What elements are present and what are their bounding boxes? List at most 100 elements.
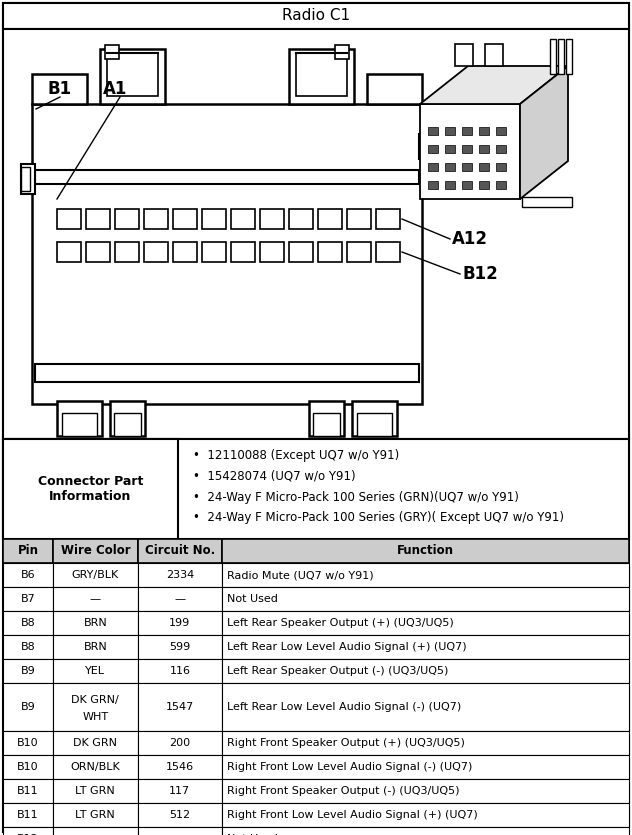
Bar	[522, 197, 572, 207]
Bar	[222, 683, 629, 731]
Text: Connector Part
Information: Connector Part Information	[38, 475, 143, 503]
Bar	[420, 104, 520, 199]
Bar	[138, 827, 222, 835]
Bar	[231, 209, 255, 229]
Bar	[222, 587, 629, 611]
Text: Wire Color: Wire Color	[61, 544, 130, 558]
Bar	[3, 587, 53, 611]
Bar	[138, 635, 222, 659]
Text: B8: B8	[21, 618, 35, 628]
Bar	[202, 209, 226, 229]
Bar	[35, 170, 419, 184]
Text: —: —	[90, 834, 101, 835]
Text: 117: 117	[169, 786, 190, 796]
Text: B11: B11	[17, 786, 39, 796]
Text: 200: 200	[169, 738, 190, 748]
Bar	[455, 44, 473, 66]
Bar	[53, 731, 138, 755]
Bar	[144, 209, 168, 229]
Text: Circuit No.: Circuit No.	[145, 544, 215, 558]
Bar	[138, 779, 222, 803]
Bar	[57, 401, 102, 436]
Bar	[445, 127, 455, 135]
Bar	[3, 755, 53, 779]
Text: A12: A12	[452, 230, 488, 248]
Bar	[53, 779, 138, 803]
Bar	[115, 242, 139, 262]
Text: •  24-Way F Micro-Pack 100 Series (GRN)(UQ7 w/o Y91): • 24-Way F Micro-Pack 100 Series (GRN)(U…	[193, 490, 519, 504]
Text: Pin: Pin	[18, 544, 39, 558]
Text: Right Front Speaker Output (-) (UQ3/UQ5): Right Front Speaker Output (-) (UQ3/UQ5)	[227, 786, 459, 796]
Bar	[479, 163, 489, 171]
Text: B11: B11	[17, 810, 39, 820]
Bar	[138, 563, 222, 587]
Bar	[3, 659, 53, 683]
Bar	[138, 803, 222, 827]
Text: A1: A1	[103, 80, 127, 98]
Bar	[107, 53, 158, 96]
Bar	[479, 145, 489, 153]
Text: 1546: 1546	[166, 762, 194, 772]
Text: B1: B1	[48, 80, 72, 98]
Text: —: —	[174, 834, 185, 835]
Bar	[376, 242, 400, 262]
Text: Right Front Low Level Audio Signal (+) (UQ7): Right Front Low Level Audio Signal (+) (…	[227, 810, 478, 820]
Bar	[53, 659, 138, 683]
Text: BRN: BRN	[83, 618, 107, 628]
Text: ORN/BLK: ORN/BLK	[70, 762, 120, 772]
Bar	[428, 127, 438, 135]
Text: LT GRN: LT GRN	[75, 786, 115, 796]
Text: •  24-Way F Micro-Pack 100 Series (GRY)( Except UQ7 w/o Y91): • 24-Way F Micro-Pack 100 Series (GRY)( …	[193, 512, 564, 524]
Text: 1547: 1547	[166, 702, 194, 712]
Bar	[289, 209, 313, 229]
Bar	[32, 104, 422, 404]
Bar	[289, 49, 354, 104]
Text: B10: B10	[17, 762, 39, 772]
Bar	[32, 74, 87, 104]
Bar	[53, 611, 138, 635]
Text: 116: 116	[169, 666, 190, 676]
Bar	[53, 827, 138, 835]
Text: YEL: YEL	[85, 666, 106, 676]
Text: BRN: BRN	[83, 642, 107, 652]
Text: B9: B9	[21, 702, 35, 712]
Bar	[138, 659, 222, 683]
Text: LT GRN: LT GRN	[75, 810, 115, 820]
Bar	[357, 413, 392, 436]
Bar	[3, 779, 53, 803]
Bar	[173, 242, 197, 262]
Bar	[138, 539, 222, 563]
Text: B7: B7	[21, 594, 35, 604]
Text: 199: 199	[169, 618, 190, 628]
Bar	[86, 209, 110, 229]
Bar	[53, 587, 138, 611]
Bar	[419, 134, 433, 159]
Text: •  12110088 (Except UQ7 w/o Y91): • 12110088 (Except UQ7 w/o Y91)	[193, 448, 399, 462]
Bar	[428, 163, 438, 171]
Bar	[222, 731, 629, 755]
Text: —: —	[90, 594, 101, 604]
Bar	[222, 635, 629, 659]
Bar	[313, 413, 340, 436]
Bar	[462, 181, 472, 189]
Text: —: —	[174, 594, 185, 604]
Bar	[3, 731, 53, 755]
Bar	[138, 587, 222, 611]
Text: GRY/BLK: GRY/BLK	[71, 570, 119, 580]
Text: B8: B8	[21, 642, 35, 652]
Bar	[222, 539, 629, 563]
Text: 599: 599	[169, 642, 190, 652]
Bar	[222, 755, 629, 779]
Bar	[3, 611, 53, 635]
Bar	[445, 181, 455, 189]
Bar	[445, 163, 455, 171]
Text: B6: B6	[21, 570, 35, 580]
Bar	[222, 611, 629, 635]
Bar	[3, 3, 629, 29]
Bar	[347, 242, 371, 262]
Bar	[347, 209, 371, 229]
Bar	[376, 209, 400, 229]
Bar	[428, 145, 438, 153]
Bar	[53, 803, 138, 827]
Bar	[3, 539, 53, 563]
